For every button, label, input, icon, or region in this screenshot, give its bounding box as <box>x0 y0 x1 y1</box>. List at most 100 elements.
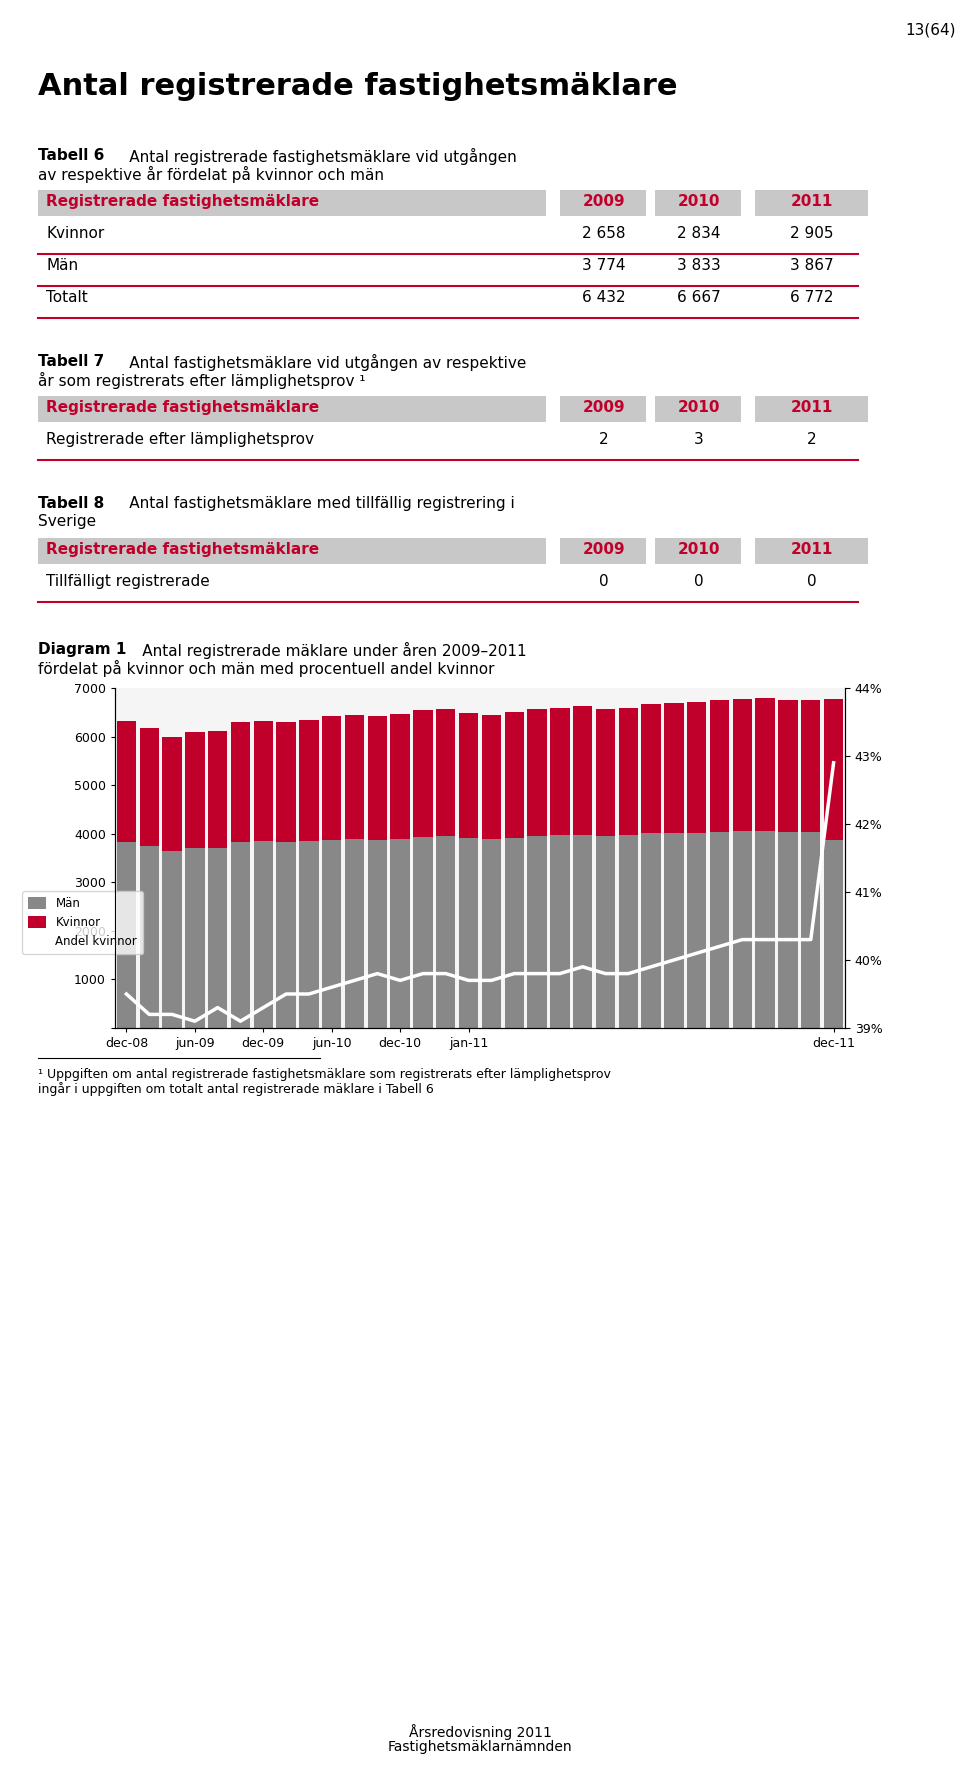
Text: Registrerade fastighetsmäklare: Registrerade fastighetsmäklare <box>46 400 319 416</box>
Text: Antal registrerade fastighetsmäklare vid utgången: Antal registrerade fastighetsmäklare vid… <box>100 149 516 165</box>
Bar <box>276 842 296 1028</box>
Text: 2011: 2011 <box>791 195 833 209</box>
Bar <box>779 701 798 831</box>
Text: 2 834: 2 834 <box>677 226 721 241</box>
Bar <box>655 538 741 564</box>
Bar <box>573 835 592 1028</box>
Text: 2009: 2009 <box>583 541 625 557</box>
Text: 3 867: 3 867 <box>790 258 834 272</box>
Bar <box>596 837 615 1028</box>
Text: Totalt: Totalt <box>46 290 87 304</box>
Text: 2009: 2009 <box>583 400 625 416</box>
Bar <box>185 732 204 847</box>
Bar <box>300 720 319 842</box>
Bar <box>801 831 821 1028</box>
Bar <box>527 709 547 837</box>
Bar <box>596 709 615 837</box>
Bar <box>505 837 524 1028</box>
Bar <box>117 720 136 842</box>
Text: 2010: 2010 <box>678 541 720 557</box>
Bar <box>550 835 569 1028</box>
Bar <box>560 189 646 216</box>
Bar <box>755 189 868 216</box>
Bar <box>162 738 181 851</box>
Text: Årsredovisning 2011: Årsredovisning 2011 <box>409 1725 551 1741</box>
Text: 2 658: 2 658 <box>583 226 626 241</box>
Bar <box>824 699 843 840</box>
Text: ingår i uppgiften om totalt antal registrerade mäklare i Tabell 6: ingår i uppgiften om totalt antal regist… <box>38 1083 434 1097</box>
Bar <box>573 706 592 835</box>
Text: Män: Män <box>46 258 78 272</box>
Bar <box>185 847 204 1028</box>
Text: Tabell 8: Tabell 8 <box>38 495 105 511</box>
Bar <box>687 702 707 833</box>
Text: ¹ Uppgiften om antal registrerade fastighetsmäklare som registrerats efter lämpl: ¹ Uppgiften om antal registrerade fastig… <box>38 1068 611 1081</box>
Bar <box>253 842 273 1028</box>
Bar <box>709 701 730 831</box>
Text: 6 667: 6 667 <box>677 290 721 304</box>
Text: 2 905: 2 905 <box>790 226 833 241</box>
Bar <box>139 729 159 846</box>
Text: Antal registrerade mäklare under åren 2009–2011: Antal registrerade mäklare under åren 20… <box>113 642 527 660</box>
Text: 2: 2 <box>807 432 817 448</box>
Bar <box>230 722 251 842</box>
Text: 6 432: 6 432 <box>582 290 626 304</box>
Text: 2010: 2010 <box>678 400 720 416</box>
Legend: Män, Kvinnor, Andel kvinnor: Män, Kvinnor, Andel kvinnor <box>22 892 143 953</box>
Bar <box>664 833 684 1028</box>
Bar <box>801 701 821 831</box>
Bar <box>38 396 546 423</box>
Bar <box>505 711 524 837</box>
Text: av respektive år fördelat på kvinnor och män: av respektive år fördelat på kvinnor och… <box>38 166 384 182</box>
Bar <box>38 538 546 564</box>
Text: 2: 2 <box>599 432 609 448</box>
Text: Registrerade fastighetsmäklare: Registrerade fastighetsmäklare <box>46 195 319 209</box>
Text: Sverige: Sverige <box>38 515 96 529</box>
Bar <box>276 722 296 842</box>
Bar <box>230 842 251 1028</box>
Bar <box>459 713 478 839</box>
Text: 0: 0 <box>807 573 817 589</box>
Bar <box>368 716 387 840</box>
Bar <box>824 840 843 1028</box>
Bar <box>641 833 660 1028</box>
Text: 6 772: 6 772 <box>790 290 833 304</box>
Text: 3 774: 3 774 <box>583 258 626 272</box>
Bar <box>322 840 342 1028</box>
Bar <box>253 720 273 842</box>
Bar <box>139 846 159 1028</box>
Bar <box>732 831 752 1028</box>
Text: fördelat på kvinnor och män med procentuell andel kvinnor: fördelat på kvinnor och män med procentu… <box>38 660 494 678</box>
Bar <box>322 716 342 840</box>
Bar <box>345 715 364 839</box>
Bar <box>527 837 547 1028</box>
Bar <box>300 842 319 1028</box>
Text: år som registrerats efter lämplighetsprov ¹: år som registrerats efter lämplighetspro… <box>38 371 366 389</box>
Bar <box>755 538 868 564</box>
Bar <box>482 715 501 839</box>
Bar <box>687 833 707 1028</box>
Bar <box>560 396 646 423</box>
Text: Diagram 1: Diagram 1 <box>38 642 127 656</box>
Text: 2009: 2009 <box>583 195 625 209</box>
Bar <box>732 699 752 831</box>
Text: 2011: 2011 <box>791 400 833 416</box>
Text: Fastighetsmäklarnämnden: Fastighetsmäklarnämnden <box>388 1741 572 1755</box>
Text: Antal registrerade fastighetsmäklare: Antal registrerade fastighetsmäklare <box>38 73 678 101</box>
Text: Registrerade efter lämplighetsprov: Registrerade efter lämplighetsprov <box>46 432 314 448</box>
Text: Antal fastighetsmäklare med tillfällig registrering i: Antal fastighetsmäklare med tillfällig r… <box>100 495 515 511</box>
Bar <box>368 840 387 1028</box>
Text: 0: 0 <box>599 573 609 589</box>
Bar <box>436 837 455 1028</box>
Bar <box>208 847 228 1028</box>
Bar <box>413 837 433 1028</box>
Text: Antal fastighetsmäklare vid utgången av respektive: Antal fastighetsmäklare vid utgången av … <box>100 354 526 371</box>
Bar <box>560 538 646 564</box>
Bar <box>709 831 730 1028</box>
Bar <box>655 189 741 216</box>
Text: 0: 0 <box>694 573 704 589</box>
Bar <box>162 851 181 1028</box>
Bar <box>208 731 228 847</box>
Text: Tillfälligt registrerade: Tillfälligt registrerade <box>46 573 209 589</box>
Bar <box>38 189 546 216</box>
